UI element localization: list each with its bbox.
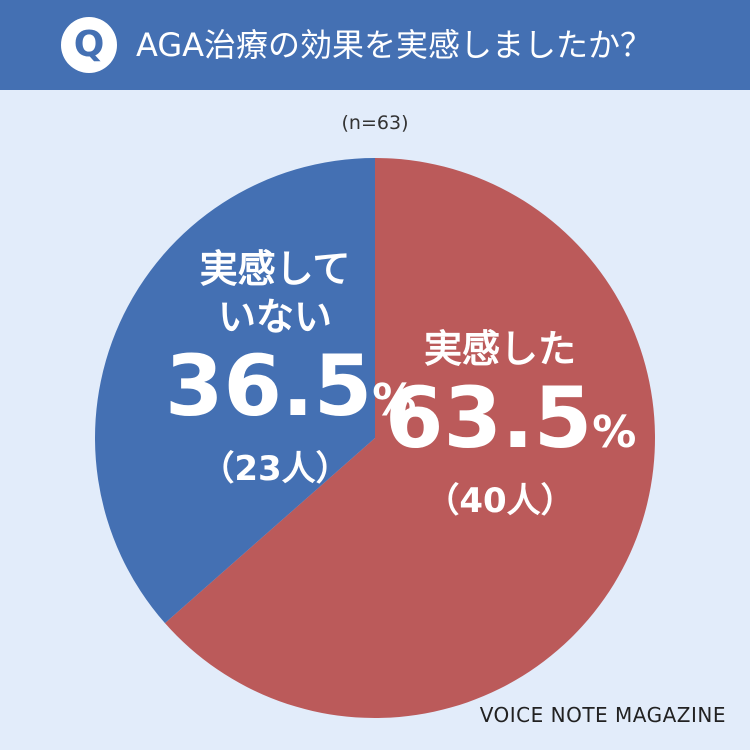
question-title: AGA治療の効果を実感しましたか？ <box>136 26 653 64</box>
slice-count-not-felt: （23人） <box>200 449 350 489</box>
slice-percent-not-felt-sign: % <box>372 375 417 426</box>
slice-label-felt-title: 実感した <box>423 327 576 371</box>
slice-label-felt: 実感した 63.5% （40人） <box>385 325 636 524</box>
slice-percent-felt-value: 63.5 <box>385 369 593 467</box>
slice-label-not-felt-line2: いない <box>217 295 332 339</box>
slice-count-felt: （40人） <box>425 481 575 521</box>
pie-slice-not-felt <box>94 158 375 624</box>
publisher-credit: VOICE NOTE MAGAZINE <box>479 703 726 727</box>
pie-slice-felt <box>164 158 655 719</box>
slice-percent-not-felt: 36.5% <box>165 341 416 446</box>
sample-size: (n=63) <box>341 112 409 134</box>
header-bar: Q AGA治療の効果を実感しましたか？ <box>0 0 750 90</box>
question-badge: Q <box>61 17 117 73</box>
question-badge-letter: Q <box>73 24 105 65</box>
slice-percent-felt-sign: % <box>592 407 637 458</box>
slice-label-not-felt-line1: 実感して <box>199 247 351 291</box>
slice-percent-not-felt-value: 36.5 <box>165 337 373 435</box>
slice-label-not-felt: 実感して いない 36.5% （23人） <box>165 245 416 492</box>
slice-percent-felt: 63.5% <box>385 373 636 478</box>
